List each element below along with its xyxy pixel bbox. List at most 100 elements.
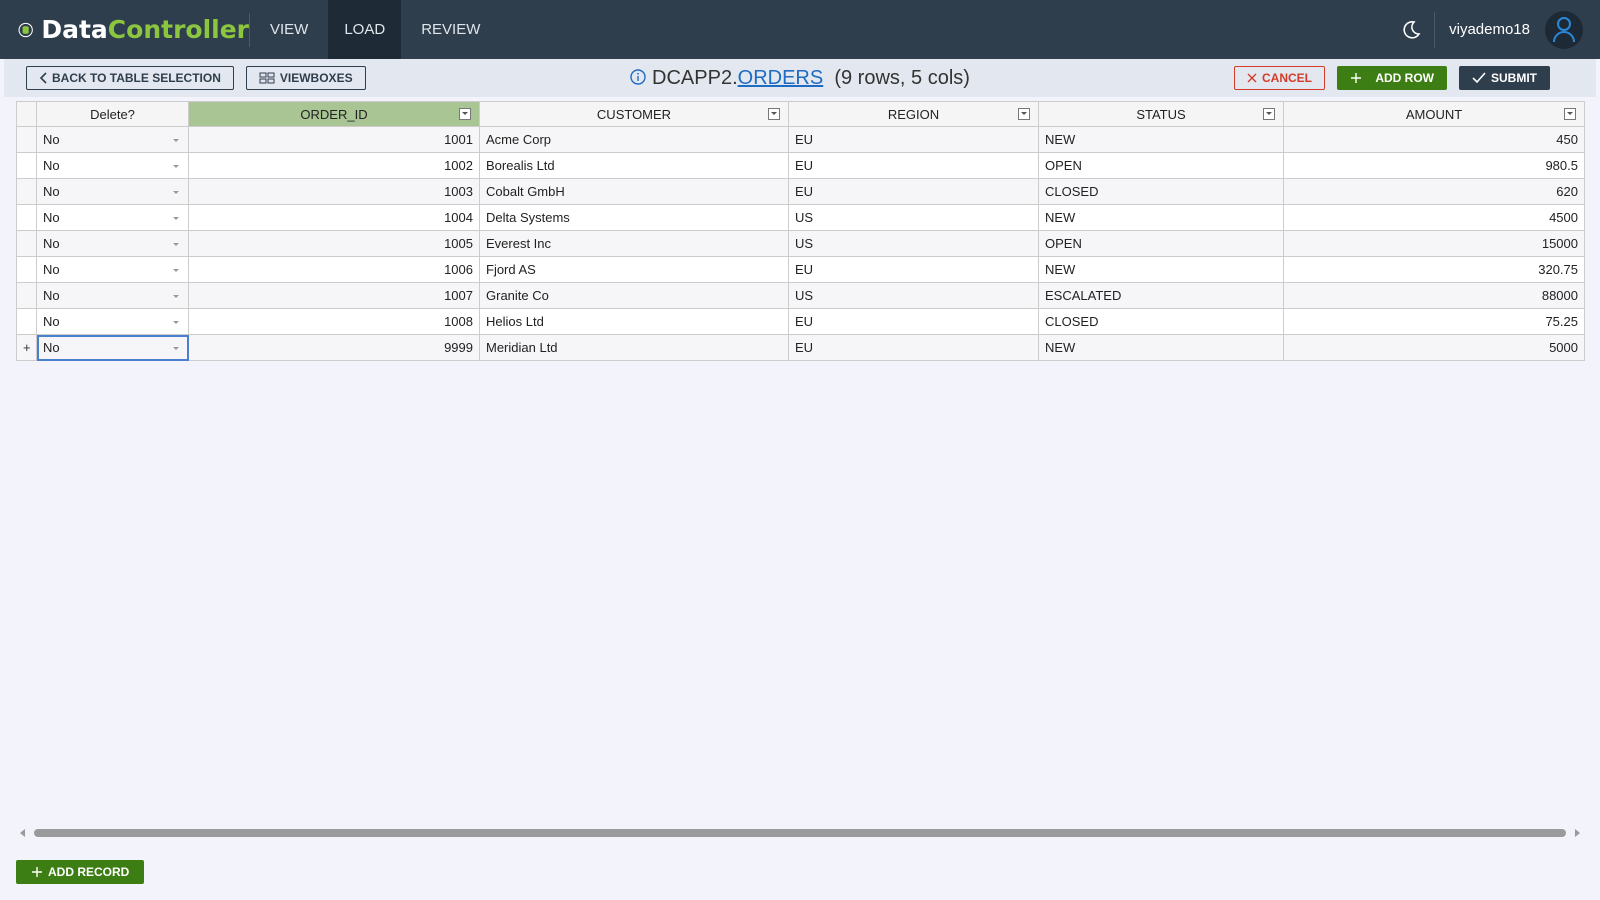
column-header[interactable]: STATUS — [1038, 101, 1284, 127]
grid-cell[interactable]: EU — [788, 256, 1039, 283]
grid-row: No 1003 Cobalt GmbH EU CLOSED 620 — [16, 178, 1585, 205]
grid-cell[interactable]: 5000 — [1283, 334, 1585, 361]
delete-select[interactable]: No — [36, 204, 189, 231]
brand-part: Data — [41, 15, 108, 44]
nav-tab[interactable]: VIEW — [270, 21, 309, 38]
grid-row: No 1005 Everest Inc US OPEN 15000 — [16, 230, 1585, 257]
grid-cell[interactable]: 1001 — [188, 126, 480, 153]
grid-cell[interactable]: Borealis Ltd — [479, 152, 789, 179]
add-record-button[interactable]: ADD RECORD — [16, 860, 145, 884]
grid-cell[interactable]: Fjord AS — [479, 256, 789, 283]
delete-select[interactable]: No — [36, 308, 189, 335]
row-marker — [16, 178, 37, 205]
grid-cell[interactable]: 1007 — [188, 282, 480, 309]
grid-cell[interactable]: 450 — [1283, 126, 1585, 153]
grid-cell[interactable]: US — [788, 230, 1039, 257]
icon — [32, 867, 42, 877]
theme-toggle[interactable] — [1400, 19, 1422, 41]
grid-cell[interactable]: Granite Co — [479, 282, 789, 309]
grid-cell[interactable]: 980.5 — [1283, 152, 1585, 179]
grid-cell[interactable]: 1008 — [188, 308, 480, 335]
delete-select[interactable]: No — [36, 230, 189, 257]
grid-cell[interactable]: 1002 — [188, 152, 480, 179]
grid-cell[interactable]: Everest Inc — [479, 230, 789, 257]
grid-cell[interactable]: EU — [788, 308, 1039, 335]
grid-cell[interactable]: CLOSED — [1038, 308, 1284, 335]
nav-tab[interactable]: LOAD — [328, 0, 402, 59]
back-button[interactable]: BACK TO TABLE SELECTION — [26, 66, 234, 90]
cancel-button[interactable]: CANCEL — [1233, 66, 1325, 90]
filter-button[interactable] — [1263, 108, 1275, 120]
grid-cell[interactable]: OPEN — [1038, 230, 1284, 257]
delete-select[interactable]: No — [36, 334, 189, 361]
grid-cell[interactable]: US — [788, 282, 1039, 309]
grid-cell[interactable]: 1004 — [188, 204, 480, 231]
grid-cell[interactable]: 15000 — [1283, 230, 1585, 257]
icon — [1472, 72, 1486, 84]
grid-cell[interactable]: 1005 — [188, 230, 480, 257]
filter-button[interactable] — [1018, 108, 1030, 120]
grid-cell[interactable]: Cobalt GmbH — [479, 178, 789, 205]
button-label: ADD RECORD — [48, 865, 130, 879]
viewboxes-button[interactable]: VIEWBOXES — [245, 66, 366, 90]
delete-select[interactable]: No — [36, 152, 189, 179]
button-label: SUBMIT — [1491, 71, 1537, 85]
filter-button[interactable] — [1564, 108, 1576, 120]
column-header[interactable]: CUSTOMER — [479, 101, 789, 127]
column-header[interactable]: REGION — [788, 101, 1039, 127]
actions: CANCEL ADD ROW SUBMIT — [1233, 66, 1550, 90]
grid-cell[interactable]: 320.75 — [1283, 256, 1585, 283]
grid-row: No 1002 Borealis Ltd EU OPEN 980.5 — [16, 152, 1585, 179]
brand-part: Controller — [107, 15, 249, 44]
grid-cell[interactable]: 75.25 — [1283, 308, 1585, 335]
button-label: BACK TO TABLE SELECTION — [52, 71, 221, 85]
filter-button[interactable] — [768, 108, 780, 120]
horizontal-scrollbar[interactable] — [16, 826, 1584, 840]
grid-cell[interactable]: 4500 — [1283, 204, 1585, 231]
grid-cell[interactable]: NEW — [1038, 334, 1284, 361]
grid-cell[interactable]: Delta Systems — [479, 204, 789, 231]
delete-select[interactable]: No — [36, 256, 189, 283]
grid-cell[interactable]: 620 — [1283, 178, 1585, 205]
row-marker — [16, 204, 37, 231]
icon — [1350, 73, 1361, 83]
grid-cell[interactable]: CLOSED — [1038, 178, 1284, 205]
filter-button[interactable] — [459, 108, 471, 120]
grid-cell[interactable]: 1006 — [188, 256, 480, 283]
delete-select[interactable]: No — [36, 126, 189, 153]
avatar[interactable] — [1544, 10, 1584, 50]
brand[interactable]: DataController — [0, 12, 250, 47]
grid-cell[interactable]: 1003 — [188, 178, 480, 205]
nav-tab[interactable]: REVIEW — [421, 21, 481, 38]
table-link[interactable]: ORDERS — [737, 66, 824, 89]
grid-cell[interactable]: 9999 — [188, 334, 480, 361]
icon — [259, 72, 275, 84]
username[interactable]: viyademo18 — [1434, 11, 1544, 48]
grid-cell[interactable]: ESCALATED — [1038, 282, 1284, 309]
grid-cell[interactable]: Acme Corp — [479, 126, 789, 153]
grid-cell[interactable]: NEW — [1038, 204, 1284, 231]
grid-cell[interactable]: OPEN — [1038, 152, 1284, 179]
column-header[interactable]: ORDER_ID — [188, 101, 480, 127]
icon — [1247, 73, 1257, 83]
grid-cell[interactable]: EU — [788, 152, 1039, 179]
row-marker — [16, 126, 37, 153]
row-marker — [16, 308, 37, 335]
grid-cell[interactable]: Meridian Ltd — [479, 334, 789, 361]
grid-cell[interactable]: US — [788, 204, 1039, 231]
column-header[interactable]: AMOUNT — [1283, 101, 1585, 127]
add-row-button[interactable]: ADD ROW — [1336, 66, 1447, 90]
grid-cell[interactable]: EU — [788, 126, 1039, 153]
grid-cell[interactable]: EU — [788, 334, 1039, 361]
grid-cell[interactable]: 88000 — [1283, 282, 1585, 309]
grid-cell[interactable]: EU — [788, 178, 1039, 205]
grid-cell[interactable]: NEW — [1038, 256, 1284, 283]
grid-cell[interactable]: Helios Ltd — [479, 308, 789, 335]
delete-select[interactable]: No — [36, 178, 189, 205]
column-header[interactable]: Delete? — [36, 101, 189, 127]
grid-cell[interactable]: NEW — [1038, 126, 1284, 153]
logo — [18, 22, 33, 37]
submit-button[interactable]: SUBMIT — [1459, 66, 1550, 90]
delete-select[interactable]: No — [36, 282, 189, 309]
